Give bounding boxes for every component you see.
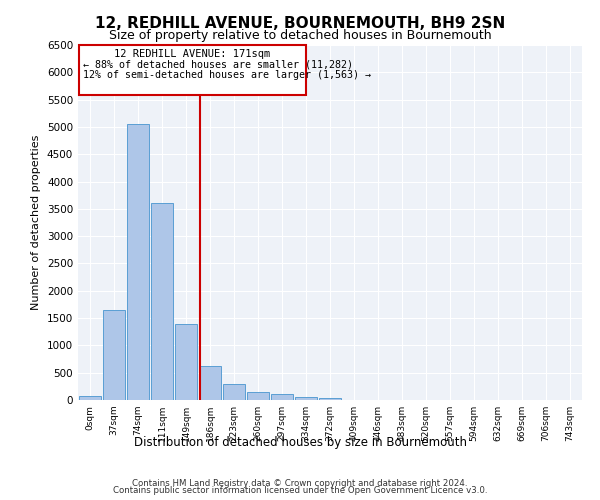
Bar: [79, 45, 306, 95]
Y-axis label: Number of detached properties: Number of detached properties: [31, 135, 41, 310]
Bar: [295, 396, 317, 400]
Bar: [247, 392, 269, 400]
Text: 12% of semi-detached houses are larger (1,563) →: 12% of semi-detached houses are larger (…: [83, 70, 371, 80]
Bar: [199, 366, 221, 400]
Bar: [151, 204, 173, 400]
Bar: [271, 394, 293, 400]
Text: ← 88% of detached houses are smaller (11,282): ← 88% of detached houses are smaller (11…: [83, 60, 353, 70]
Bar: [79, 396, 101, 400]
Text: Size of property relative to detached houses in Bournemouth: Size of property relative to detached ho…: [109, 29, 491, 42]
Bar: [223, 384, 245, 400]
Text: Contains public sector information licensed under the Open Government Licence v3: Contains public sector information licen…: [113, 486, 487, 495]
Bar: [175, 324, 197, 400]
Text: Distribution of detached houses by size in Bournemouth: Distribution of detached houses by size …: [133, 436, 467, 449]
Text: 12, REDHILL AVENUE, BOURNEMOUTH, BH9 2SN: 12, REDHILL AVENUE, BOURNEMOUTH, BH9 2SN: [95, 16, 505, 31]
Bar: [103, 310, 125, 400]
Bar: [127, 124, 149, 400]
Text: 12 REDHILL AVENUE: 171sqm: 12 REDHILL AVENUE: 171sqm: [115, 50, 271, 59]
Text: Contains HM Land Registry data © Crown copyright and database right 2024.: Contains HM Land Registry data © Crown c…: [132, 478, 468, 488]
Bar: [319, 398, 341, 400]
